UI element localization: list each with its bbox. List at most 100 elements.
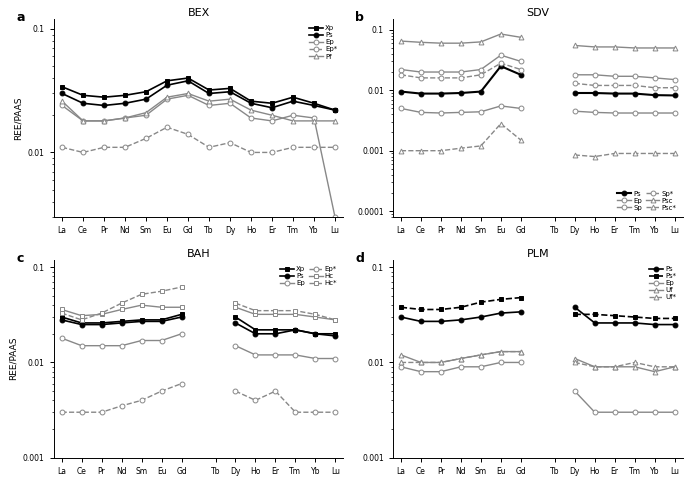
- Title: BAH: BAH: [187, 249, 210, 259]
- Ep*: [178, 380, 186, 386]
- Pf: [205, 98, 214, 104]
- Ps: [497, 63, 505, 69]
- Sp*: [417, 75, 425, 81]
- Psc*: [457, 145, 465, 151]
- Ep: [117, 343, 126, 348]
- Line: Ep: Ep: [399, 360, 523, 374]
- Ep*: [117, 403, 126, 409]
- Line: Hc: Hc: [59, 302, 184, 318]
- Ps: [417, 318, 425, 324]
- Ep*: [79, 150, 87, 155]
- Xp: [158, 317, 166, 323]
- Ep*: [163, 124, 171, 130]
- Psc*: [497, 121, 505, 126]
- Ep: [437, 110, 445, 116]
- Ep*: [331, 144, 339, 150]
- Ep: [58, 103, 66, 108]
- Sp*: [397, 72, 405, 78]
- Sp*: [517, 67, 525, 73]
- Xp: [331, 107, 339, 113]
- Ps: [79, 100, 87, 106]
- Sp*: [477, 72, 485, 78]
- Ps: [57, 317, 66, 323]
- Hc*: [77, 317, 86, 323]
- Pf: [226, 96, 234, 102]
- Pf: [184, 91, 192, 96]
- Ep*: [205, 144, 214, 150]
- Ps*: [437, 306, 445, 312]
- Ps*: [477, 299, 485, 305]
- Ps: [417, 91, 425, 96]
- Xp: [142, 89, 150, 95]
- Ep: [437, 369, 445, 375]
- Title: BEX: BEX: [187, 8, 209, 18]
- Hc*: [57, 310, 66, 316]
- Ep: [497, 360, 505, 365]
- Ep: [178, 331, 186, 337]
- Xp: [121, 92, 129, 98]
- Xp: [97, 320, 106, 326]
- Ep: [205, 103, 214, 108]
- Xp: [205, 87, 214, 93]
- Psc: [417, 39, 425, 45]
- Hc: [178, 304, 186, 310]
- Ps: [289, 98, 297, 104]
- Ep*: [226, 140, 234, 146]
- Ep: [138, 338, 146, 344]
- Line: Psc: Psc: [399, 31, 523, 45]
- Psc*: [517, 137, 525, 143]
- Hc*: [158, 288, 166, 294]
- Uf*: [397, 360, 405, 365]
- Line: Ep: Ep: [59, 93, 337, 219]
- Hc*: [138, 291, 146, 297]
- Ps: [142, 96, 150, 102]
- Uf: [457, 356, 465, 362]
- Text: b: b: [355, 11, 364, 24]
- Legend: Xp, Ps, Ep, Ep*, Pf: Xp, Ps, Ep, Ep*, Pf: [306, 23, 340, 62]
- Pf: [58, 98, 66, 104]
- Line: Xp: Xp: [59, 312, 184, 325]
- Ep*: [289, 144, 297, 150]
- Title: SDV: SDV: [527, 8, 549, 18]
- Ps*: [497, 297, 505, 302]
- Ps: [268, 105, 276, 111]
- Ep: [79, 118, 87, 124]
- Psc: [397, 38, 405, 44]
- Ep*: [158, 388, 166, 394]
- Ep: [457, 364, 465, 370]
- Psc: [437, 40, 445, 46]
- Sp: [397, 67, 405, 73]
- Uf: [417, 360, 425, 365]
- Hc: [138, 302, 146, 308]
- Sp: [517, 59, 525, 64]
- Uf*: [457, 356, 465, 362]
- Ps: [117, 320, 126, 326]
- Ps: [100, 103, 108, 108]
- Psc*: [437, 148, 445, 153]
- Line: Psc*: Psc*: [399, 121, 523, 153]
- Ps: [97, 322, 106, 328]
- Sp: [477, 67, 485, 73]
- Hc*: [117, 300, 126, 306]
- Text: d: d: [355, 252, 364, 265]
- Legend: Ps, Ep, Sp, Sp*, Psc, Psc*: Ps, Ep, Sp, Sp*, Psc, Psc*: [614, 188, 679, 213]
- Line: Ep*: Ep*: [59, 381, 184, 415]
- Ps: [437, 318, 445, 324]
- Ep*: [310, 144, 318, 150]
- Ep: [477, 364, 485, 370]
- Sp*: [497, 60, 505, 66]
- Xp: [138, 317, 146, 323]
- Xp: [226, 86, 234, 91]
- Ep*: [121, 144, 129, 150]
- Ep: [397, 106, 405, 111]
- Pf: [331, 118, 339, 124]
- Hc: [57, 306, 66, 312]
- Psc: [517, 34, 525, 40]
- Ep: [247, 115, 255, 121]
- Ps: [58, 91, 66, 96]
- Hc: [97, 312, 106, 318]
- Ep: [97, 343, 106, 348]
- Ps: [331, 107, 339, 113]
- Xp: [58, 84, 66, 90]
- Line: Ep: Ep: [399, 104, 523, 116]
